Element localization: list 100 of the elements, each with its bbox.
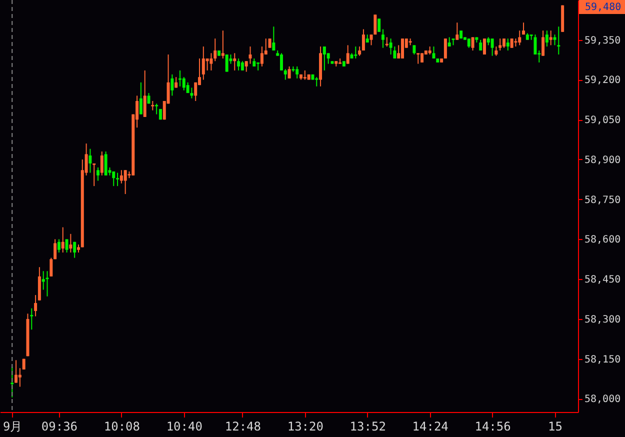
x-tick-label: 9月 bbox=[3, 420, 22, 434]
candlestick bbox=[444, 38, 447, 59]
candlestick bbox=[182, 76, 186, 91]
candlestick bbox=[534, 34, 537, 55]
candlestick bbox=[225, 54, 228, 72]
candlestick bbox=[471, 36, 474, 52]
candlestick bbox=[482, 38, 486, 55]
candlestick bbox=[120, 170, 123, 184]
candlestick bbox=[378, 18, 381, 32]
candlestick bbox=[233, 52, 236, 71]
x-tick-label: 14:24 bbox=[412, 420, 448, 434]
candlestick bbox=[467, 38, 470, 48]
y-tick-label: 58,300 bbox=[584, 314, 621, 326]
candlestick bbox=[498, 38, 502, 52]
candlestick bbox=[244, 60, 248, 72]
candlestick bbox=[272, 26, 276, 52]
x-tick-label: 10:08 bbox=[104, 420, 140, 434]
candlestick bbox=[112, 170, 116, 187]
candlestick bbox=[92, 162, 96, 187]
candlestick bbox=[54, 238, 57, 260]
y-tick-label: 58,900 bbox=[584, 154, 621, 166]
y-tick-label: 58,750 bbox=[584, 194, 621, 206]
candlestick bbox=[322, 46, 326, 71]
y-tick-label: 58,450 bbox=[584, 274, 621, 286]
candlestick bbox=[88, 148, 92, 174]
x-tick-label: 10:40 bbox=[166, 420, 202, 434]
x-tick-label: 15 bbox=[548, 420, 562, 434]
candlestick bbox=[139, 82, 142, 115]
candlestick bbox=[502, 38, 506, 48]
x-tick-label: 13:52 bbox=[350, 420, 386, 434]
y-tick-label: 59,200 bbox=[584, 75, 621, 86]
y-tick-label: 58,600 bbox=[584, 234, 621, 246]
candlestick bbox=[268, 38, 272, 48]
candlestick bbox=[346, 44, 350, 64]
candlestick bbox=[354, 46, 358, 59]
candlestick bbox=[240, 60, 244, 71]
candlestick bbox=[303, 70, 306, 80]
y-tick-label: 58,150 bbox=[584, 354, 621, 366]
candlestick bbox=[370, 34, 373, 46]
candlestick bbox=[288, 66, 291, 79]
candlestick bbox=[420, 52, 424, 63]
candlestick bbox=[381, 28, 384, 48]
candlestick bbox=[61, 226, 64, 254]
candlestick bbox=[248, 46, 252, 64]
candlestick bbox=[18, 368, 22, 388]
candlestick bbox=[65, 238, 68, 254]
candlestick bbox=[202, 46, 205, 80]
candlestick bbox=[34, 294, 38, 317]
candlestick bbox=[494, 46, 498, 56]
candlestick bbox=[284, 68, 287, 80]
candlestick bbox=[38, 266, 41, 301]
candlestick bbox=[549, 30, 552, 46]
candlestick bbox=[412, 44, 416, 55]
candlestick bbox=[553, 34, 556, 46]
candlestick bbox=[221, 30, 224, 59]
candlestick bbox=[73, 241, 76, 258]
candlestick bbox=[57, 238, 60, 254]
candlestick bbox=[374, 14, 377, 36]
candlestick bbox=[518, 30, 522, 46]
candlestick bbox=[280, 52, 283, 71]
x-tick-label: 09:36 bbox=[41, 420, 78, 434]
x-tick-label: 13:20 bbox=[287, 420, 324, 434]
candlestick bbox=[296, 66, 299, 79]
x-tick-label: 14:56 bbox=[474, 420, 511, 434]
candlestick bbox=[456, 22, 459, 40]
candlestick bbox=[143, 70, 146, 118]
candlestick bbox=[42, 270, 45, 290]
candlestick bbox=[69, 233, 72, 254]
candlestick bbox=[116, 172, 120, 187]
candlestick bbox=[237, 58, 240, 71]
candlestick bbox=[104, 151, 108, 176]
x-tick-label: 12:48 bbox=[224, 420, 262, 434]
y-tick-label: 59,050 bbox=[584, 115, 621, 126]
candlestick bbox=[545, 30, 548, 48]
candlestick bbox=[358, 46, 362, 56]
candlestick bbox=[214, 38, 217, 62]
candlestick bbox=[210, 52, 213, 71]
candlestick bbox=[416, 52, 420, 64]
candlestick bbox=[542, 30, 545, 56]
candlestick bbox=[432, 46, 436, 59]
candlestick bbox=[260, 46, 264, 67]
candlestick bbox=[362, 28, 365, 52]
candlestick bbox=[389, 38, 392, 55]
y-tick-label: 58,000 bbox=[584, 394, 621, 406]
candlestick bbox=[510, 38, 514, 48]
candlestick bbox=[124, 170, 127, 195]
candlestick bbox=[14, 360, 18, 384]
candlestick bbox=[557, 26, 560, 55]
candlestick bbox=[155, 103, 158, 115]
candlestick bbox=[50, 257, 53, 277]
candlestick bbox=[30, 308, 34, 330]
candlestick bbox=[96, 166, 100, 182]
candlestick bbox=[490, 38, 494, 56]
candlestick bbox=[170, 74, 174, 96]
y-tick-label: 59,350 bbox=[584, 35, 621, 46]
candlestick bbox=[100, 151, 104, 176]
text: 59,480 bbox=[585, 2, 622, 13]
candlestick bbox=[506, 38, 510, 52]
candlestick bbox=[151, 100, 154, 111]
candlestick bbox=[190, 87, 194, 99]
